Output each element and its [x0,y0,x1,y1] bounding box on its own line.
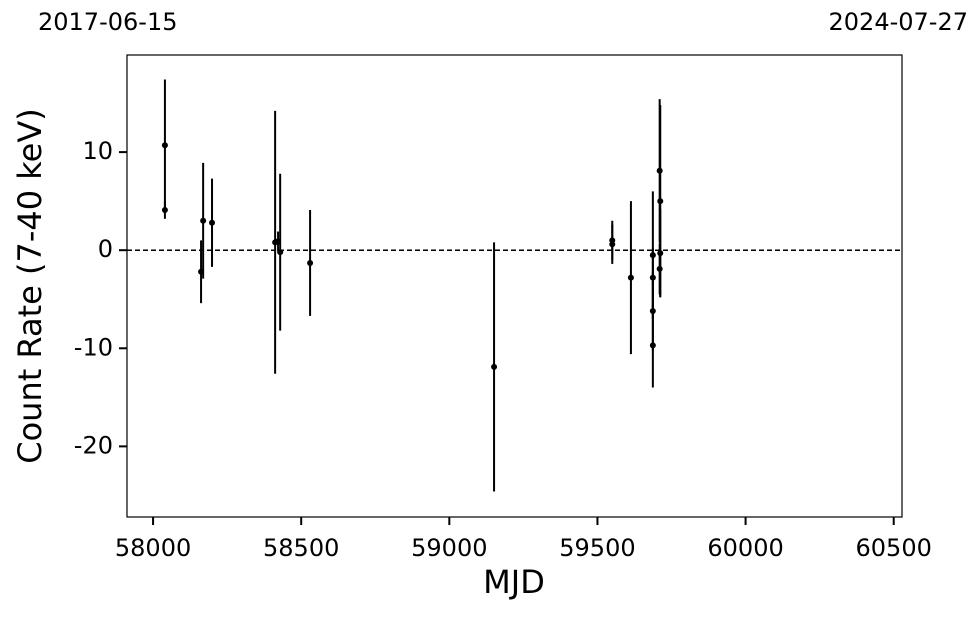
data-point [627,274,634,281]
x-tick-label: 59500 [559,534,635,562]
data-point [307,259,314,266]
y-tick-label: -20 [74,431,113,459]
data-point [649,274,656,281]
x-tick-label: 60000 [707,534,783,562]
data-point [275,238,282,245]
data-point [649,308,656,315]
data-point [209,219,216,226]
x-tick-label: 58000 [115,534,191,562]
data-point [491,363,498,370]
y-tick-label: 10 [82,137,113,165]
y-axis-label: Count Rate (7-40 keV) [11,108,49,463]
top-right-label: 2024-07-27 [829,8,968,36]
data-point [657,198,664,205]
y-tick-label: 0 [98,235,113,263]
data-point [161,206,168,213]
data-point [649,252,656,259]
x-tick-label: 58500 [263,534,339,562]
data-point [609,241,616,248]
x-tick-label: 60500 [856,534,932,562]
top-left-label: 2017-06-15 [38,8,177,36]
data-point [277,249,284,256]
data-point [657,250,664,257]
plot-frame [126,54,903,518]
data-point [200,217,207,224]
y-tick-label: -10 [74,333,113,361]
data-point [198,268,205,275]
data-point [656,167,663,174]
data-point [649,342,656,349]
x-axis-label: MJD [483,563,545,601]
data-point [656,265,663,272]
x-tick-label: 59000 [411,534,487,562]
data-point [161,142,168,149]
